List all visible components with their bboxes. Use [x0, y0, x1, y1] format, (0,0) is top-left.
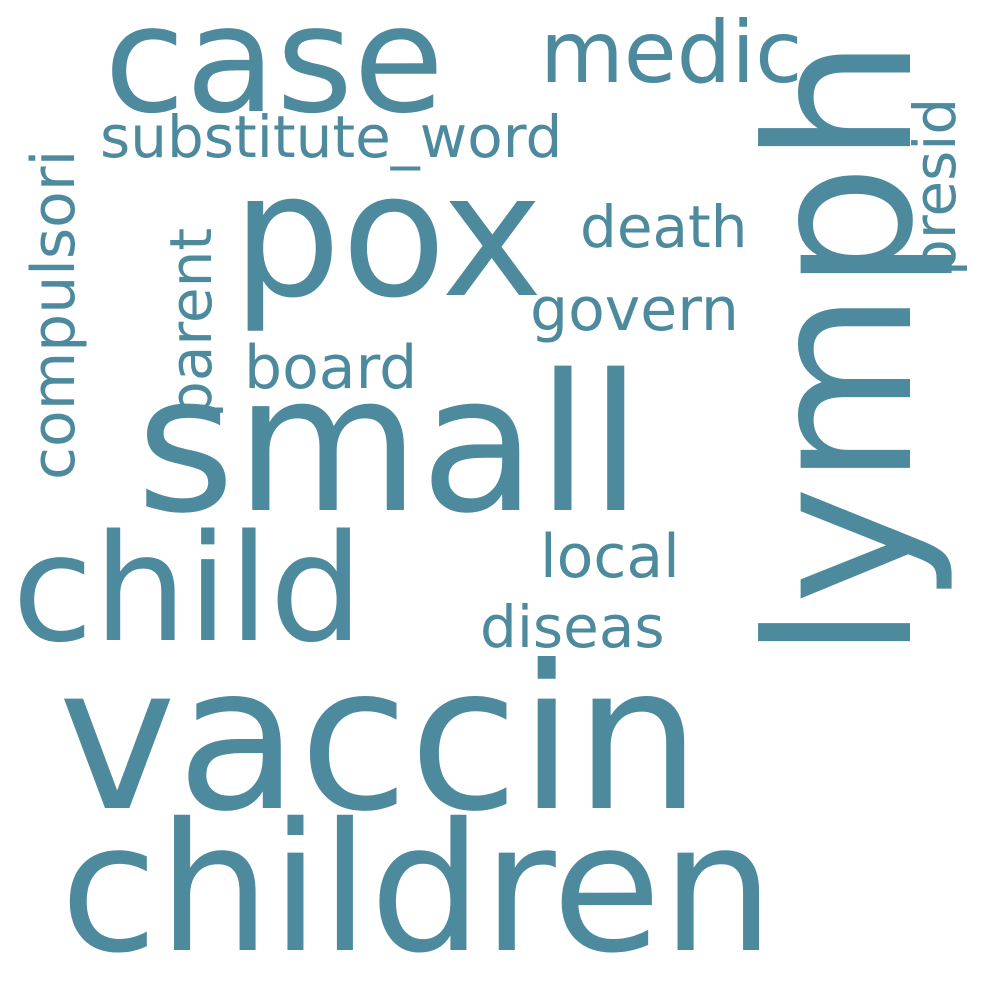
word-small: small	[136, 334, 643, 555]
word-local: local	[540, 522, 680, 592]
word-medic: medic	[540, 3, 803, 103]
word-death: death	[580, 193, 748, 261]
word-diseas: diseas	[480, 593, 665, 661]
word-parent: parent	[157, 227, 225, 418]
word-child: child	[12, 503, 364, 675]
word-compulsori: compulsori	[19, 149, 89, 480]
word-govern: govern	[530, 275, 739, 345]
word-board: board	[244, 333, 418, 403]
word-case: case	[104, 0, 445, 146]
word-pox: pox	[232, 135, 543, 336]
word-substitute-word: substitute_word	[100, 103, 563, 171]
word-children: children	[60, 785, 775, 992]
word-vaccin: vaccin	[58, 623, 702, 856]
word-presid: presid	[901, 97, 969, 276]
